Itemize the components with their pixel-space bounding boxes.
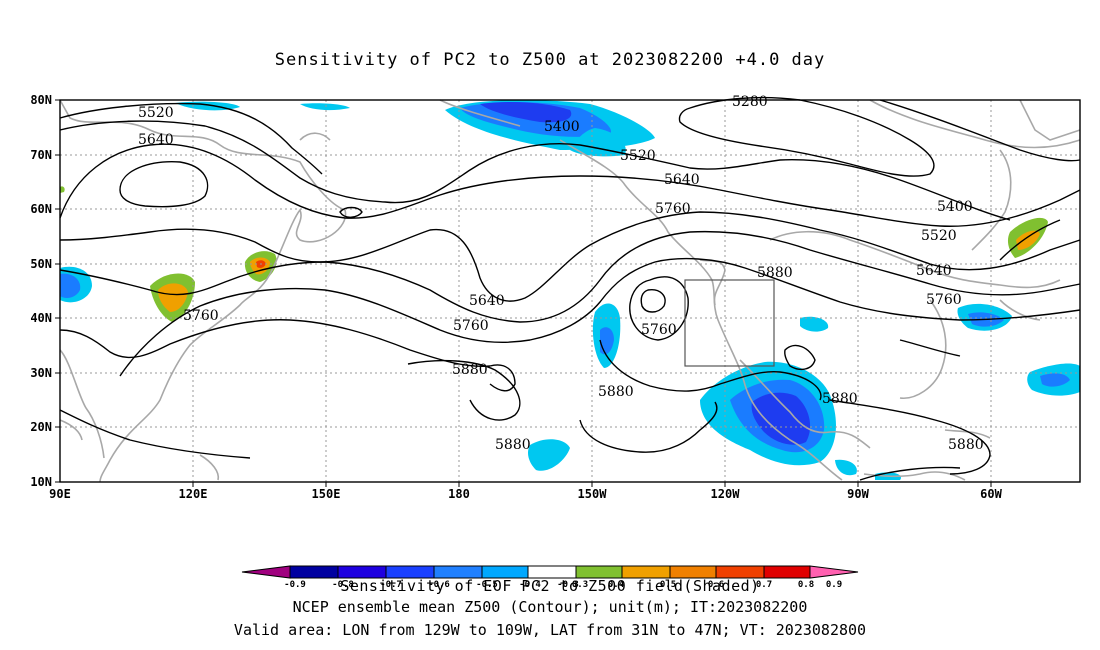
contour-label: 5880 [948,437,984,453]
sensitivity-shading [60,100,1080,480]
colorbar-tick-label: -0.4 [519,580,541,590]
contour-label: 5640 [469,293,505,309]
contour-label: 5760 [183,308,219,324]
contour-label: 5280 [732,94,768,110]
contour-label: 5760 [453,318,489,334]
contour-label: 5400 [937,199,973,215]
contour-label: 5520 [138,105,174,121]
lon-axis: 90E 120E 150E 180 150W 120W 90W 60W [49,487,1002,501]
lon-tick-label: 180 [448,487,470,501]
z500-contours [59,96,1081,481]
colorbar-tick-label: -0.5 [476,580,498,590]
colorbar-tick-label: -0.8 [332,580,354,590]
lat-ticks [55,99,60,483]
colorbar-tick-label: 0.9 [826,580,842,590]
colorbar-tick-label: 0.7 [756,580,772,590]
lat-axis: 80N 70N 60N 50N 40N 30N 20N 10N [30,93,52,489]
footer-line-2: NCEP ensemble mean Z500 (Contour); unit(… [292,598,808,616]
contour-label: 5760 [655,201,691,217]
colorbar-tick-label: 0.6 [708,580,724,590]
lat-tick-label: 20N [30,420,52,434]
colorbar-tick-label: 0.5 [660,580,676,590]
lat-tick-label: 60N [30,202,52,216]
colorbar-tick-label: 0.3 [572,580,588,590]
lon-tick-label: 90W [847,487,869,501]
contour-label: 5760 [926,292,962,308]
map-title: Sensitivity of PC2 to Z500 at 2023082200… [274,50,826,70]
colorbar-arrow-right [809,565,859,579]
lon-tick-label: 90E [49,487,71,501]
contour-label: 5400 [544,119,580,135]
contour-label: 5880 [495,437,531,453]
contour-label: 5640 [664,172,700,188]
lon-tick-label: 60W [980,487,1002,501]
contour-label: 5640 [916,263,952,279]
lon-ticks [192,482,992,487]
colorbar-tick-label: -0.6 [428,580,450,590]
lat-tick-label: 80N [30,93,52,107]
colorbar-tick-label: -0.3 [557,580,579,590]
contour-label: 5520 [620,148,656,164]
lat-tick-label: 30N [30,366,52,380]
plot-frame [59,99,1081,483]
lat-tick-label: 10N [30,475,52,489]
lat-tick-label: 40N [30,311,52,325]
lat-tick-label: 70N [30,148,52,162]
footer-line-3: Valid area: LON from 129W to 109W, LAT f… [233,621,867,639]
contour-label: 5760 [641,322,677,338]
lon-tick-label: 120W [711,487,741,501]
lat-tick-label: 50N [30,257,52,271]
contour-label: 5640 [138,132,174,148]
lon-tick-label: 150E [312,487,341,501]
lon-tick-label: 150W [578,487,608,501]
contour-label: 5520 [921,228,957,244]
contour-label: 5880 [452,362,488,378]
colorbar-tick-label: -0.9 [284,580,306,590]
contour-label: 5880 [757,265,793,281]
colorbar: -0.9 -0.8 -0.7 -0.6 -0.5 -0.4 -0.3 0.3 0… [241,565,859,590]
colorbar-tick-label: 0.8 [798,580,814,590]
colorbar-tick-label: -0.7 [380,580,402,590]
valid-area-box [684,279,775,367]
colorbar-tick-label: 0.4 [608,580,625,590]
contour-label: 5880 [822,391,858,407]
coastlines [59,99,1081,483]
contour-labels: 5520 5640 5400 5280 5520 5640 5760 5400 … [138,94,984,453]
lon-tick-label: 120E [179,487,208,501]
footer-line-1: Sensitivity of EOF PC2 to Z500 field(Sha… [340,577,760,595]
contour-label: 5880 [598,384,634,400]
graticule [60,100,1080,482]
